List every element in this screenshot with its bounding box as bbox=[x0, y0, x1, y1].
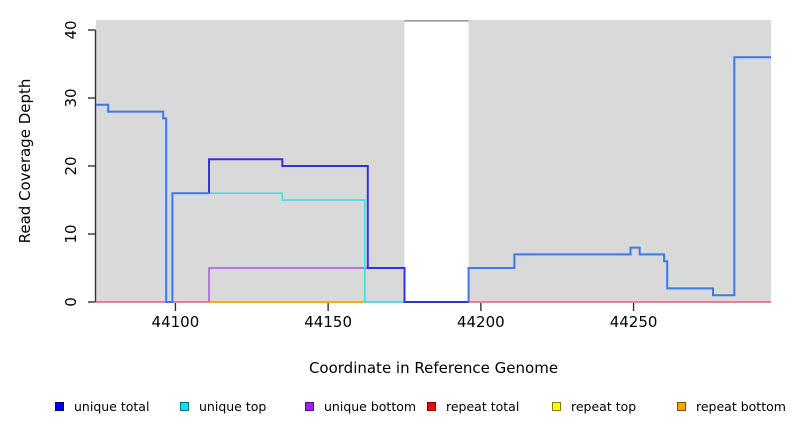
x-tick-label: 44200 bbox=[456, 313, 505, 331]
legend-item-repeat-top: repeat top bbox=[552, 399, 636, 414]
series-line-unique-top bbox=[209, 192, 405, 303]
legend-item-repeat-total: repeat total bbox=[427, 399, 519, 414]
legend-item-repeat-bottom: repeat bottom bbox=[677, 399, 786, 414]
legend-label: unique top bbox=[199, 399, 267, 414]
series-line-total-coverage-right bbox=[467, 56, 771, 302]
legend-label: repeat top bbox=[571, 399, 637, 414]
y-tick-label: 10 bbox=[62, 224, 80, 244]
x-tick-label: 44100 bbox=[151, 313, 200, 331]
y-tick-label: 20 bbox=[62, 156, 80, 176]
legend-item-unique-top: unique top bbox=[180, 399, 266, 414]
legend-swatch-icon bbox=[305, 402, 314, 411]
legend-swatch-icon bbox=[677, 402, 686, 411]
legend-swatch-icon bbox=[552, 402, 561, 411]
y-tick-label: 30 bbox=[62, 88, 80, 108]
legend-item-unique-bottom: unique bottom bbox=[305, 399, 416, 414]
legend-label: unique bottom bbox=[324, 399, 417, 414]
legend-label: repeat bottom bbox=[696, 399, 786, 414]
x-tick-label: 44250 bbox=[609, 313, 658, 331]
y-tick-label: 40 bbox=[62, 20, 80, 40]
series-line-unique-total bbox=[208, 158, 469, 303]
legend-label: repeat total bbox=[446, 399, 520, 414]
series-line-total-coverage-left bbox=[96, 103, 209, 303]
legend-item-unique-total: unique total bbox=[55, 399, 149, 414]
legend-label: unique total bbox=[74, 399, 150, 414]
shaded-region bbox=[96, 20, 405, 302]
legend-swatch-icon bbox=[180, 402, 189, 411]
legend-swatch-icon bbox=[427, 402, 436, 411]
x-axis-title: Coordinate in Reference Genome bbox=[308, 359, 559, 377]
y-tick-label: 0 bbox=[62, 297, 80, 307]
y-axis-title: Read Coverage Depth bbox=[16, 78, 34, 244]
x-tick-label: 44150 bbox=[304, 313, 352, 331]
legend-swatch-icon bbox=[55, 402, 64, 411]
